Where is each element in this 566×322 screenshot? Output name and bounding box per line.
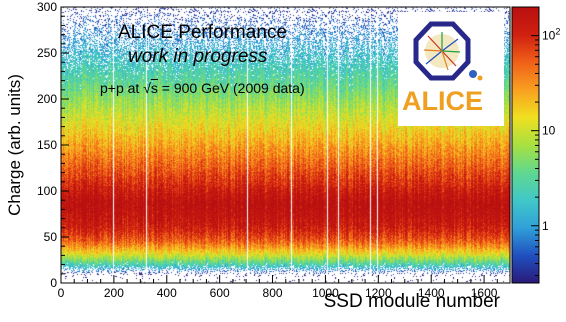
x-axis-ticks: 0 200 400 600 800 1000 1200 1400 1600 [58,275,498,300]
sqrt-argument: s [150,80,158,96]
x-tick-label: 1200 [365,286,392,300]
annotation-suffix: = 900 GeV (2009 data) [157,80,305,96]
x-tick-label: 600 [210,286,230,300]
colorbar-tick-label: 102 [542,27,560,43]
logo-wordmark: ALICE [402,86,483,116]
y-tick-label: 50 [44,230,58,244]
chart-subtitle: work in progress [128,46,268,67]
alice-logo: ALICE [398,12,504,126]
colorbar-tick-label: 1 [542,219,549,233]
y-tick-label: 250 [37,46,57,60]
y-tick-label: 150 [37,138,57,152]
y-tick-label: 0 [50,276,57,290]
x-tick-label: 0 [58,286,65,300]
collision-annotation: p+p at √s = 900 GeV (2009 data) [100,80,305,96]
chart-title: ALICE Performance [118,22,287,43]
x-tick-label: 200 [104,286,124,300]
x-axis-label: SSD module number [324,291,501,312]
x-tick-label: 800 [263,286,283,300]
x-tick-label: 1600 [471,286,498,300]
x-tick-label: 1400 [418,286,445,300]
logo-tracks [423,32,461,71]
colorbar-fill [511,6,540,284]
x-tick-label: 1000 [312,286,339,300]
color-scale-bar: 1 10 102 [511,6,560,284]
sqrt-symbol: √ [143,80,151,96]
y-tick-label: 300 [37,0,57,14]
colorbar-tick-label: 10 [542,124,556,138]
logo-orange-dot [477,75,483,81]
x-tick-label: 400 [157,286,177,300]
y-tick-label: 200 [37,92,57,106]
y-axis-label: Charge (arb. units) [5,74,24,216]
logo-blue-dot [469,70,477,78]
y-axis-ticks: 0 50 100 150 200 250 300 [37,0,69,290]
logo-octagon-frame [413,21,471,81]
alice-logo-graphic: ALICE [402,21,483,116]
y-tick-label: 100 [37,184,57,198]
annotation-prefix: p+p at [100,80,144,96]
